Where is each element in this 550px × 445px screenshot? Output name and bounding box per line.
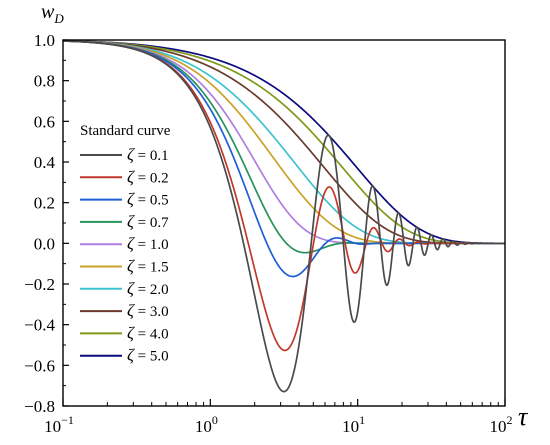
y-tick-label: −0.6 [24, 356, 55, 375]
legend-entry-label: ζ = 5.0 [127, 346, 169, 365]
legend-entry-label: ζ = 2.0 [127, 279, 169, 298]
legend-entry-label: ζ = 0.5 [127, 190, 169, 209]
series-line-zeta-0-1 [62, 40, 506, 393]
y-tick-label: 0.0 [34, 234, 55, 253]
legend-entry-label: ζ = 3.0 [127, 301, 169, 320]
y-tick-label: 0.4 [34, 153, 56, 172]
y-tick-label: −0.4 [24, 316, 55, 335]
x-axis-label: τ [518, 402, 529, 431]
curves-group [62, 39, 506, 393]
y-tick-label: −0.2 [24, 275, 55, 294]
legend-entry-label: ζ = 0.2 [127, 167, 169, 186]
legend-entry-label: ζ = 1.5 [127, 257, 169, 276]
x-tick-label: 10−1 [44, 413, 74, 436]
x-tick-label: 100 [195, 413, 218, 436]
y-tick-label: 0.2 [34, 194, 55, 213]
y-tick-label: 1.0 [34, 31, 55, 50]
axes-group: −0.8 −0.6 −0.4 −0.2 0.0 0.2 0.4 0.6 0.8 1.0 10−1 10… [24, 31, 512, 436]
legend-entry-label: ζ = 1.0 [127, 234, 169, 253]
x-tick-label: 101 [342, 413, 365, 436]
y-tick-label: 0.6 [34, 112, 55, 131]
legend-entry-label: ζ = 0.7 [127, 212, 169, 231]
legend-entry-label: ζ = 4.0 [127, 323, 169, 342]
legend-title: Standard curve [80, 123, 171, 139]
legend: Standard curve ζ = 0.1 ζ = 0.2 ζ = 0.5 ζ = … [80, 123, 171, 365]
x-tick-label: 102 [490, 413, 513, 436]
y-axis-label: wD [41, 1, 64, 26]
legend-entry-label: ζ = 0.1 [127, 145, 169, 164]
y-tick-label: 0.8 [34, 72, 55, 91]
y-tick-label: −0.8 [24, 397, 55, 416]
